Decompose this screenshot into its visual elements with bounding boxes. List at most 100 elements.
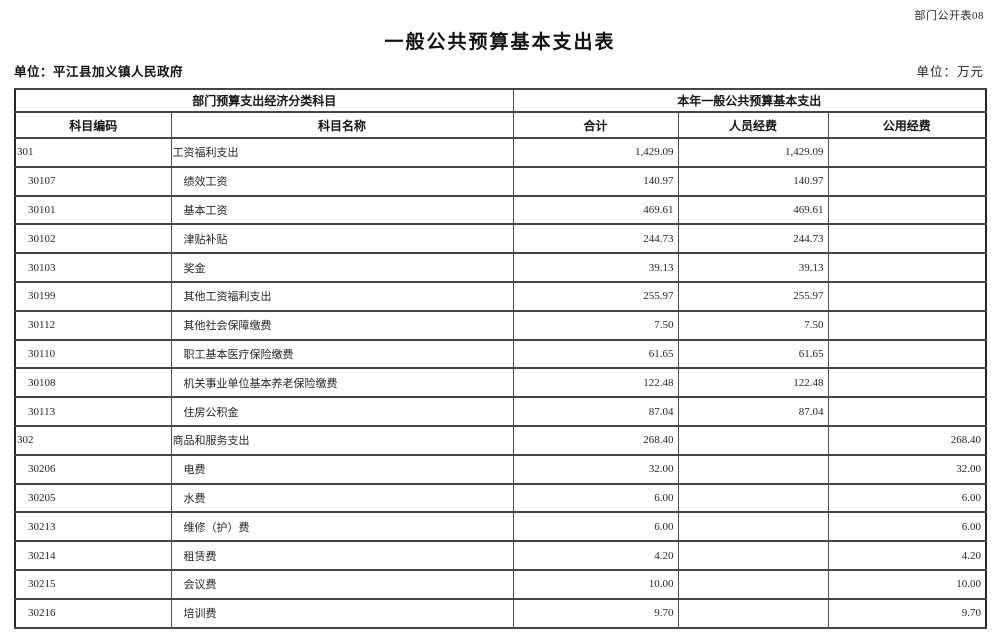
cell-public-expense [827,223,987,255]
cell-subject-name: 其他工资福利支出 [170,280,514,312]
cell-subject-name: 其他社会保障缴费 [170,309,514,341]
cell-subject-name: 奖金 [170,252,514,283]
cell-public-expense [827,338,987,370]
cell-subject-code: 30107 [14,165,172,197]
table-row: 302 商品和服务支出 268.40 268.40 [14,424,987,456]
cell-subject-name: 维修（护）费 [170,511,514,543]
cell-personnel-expense [677,424,829,456]
table-row: 30214 租赁费 4.20 4.20 [14,540,987,571]
cell-total: 87.04 [512,396,679,427]
col-header-personnel: 人员经费 [677,111,829,139]
col-header-subject-name: 科目名称 [170,111,514,139]
table-row: 30216 培训费 9.70 9.70 [14,597,987,629]
cell-total: 9.70 [512,597,679,629]
group-header-current-year-expenditure: 本年一般公共预算基本支出 [512,88,987,113]
cell-personnel-expense: 122.48 [677,367,829,399]
cell-subject-name: 培训费 [170,597,514,629]
cell-subject-name: 电费 [170,453,514,485]
group-header-classification: 部门预算支出经济分类科目 [14,88,514,113]
cell-total: 32.00 [512,453,679,485]
cell-subject-code: 302 [14,424,172,456]
cell-total: 4.20 [512,540,679,571]
cell-subject-name: 职工基本医疗保险缴费 [170,338,514,370]
cell-subject-code: 30113 [14,396,172,427]
cell-total: 6.00 [512,511,679,543]
cell-total: 255.97 [512,280,679,312]
cell-personnel-expense: 255.97 [677,280,829,312]
cell-subject-name: 机关事业单位基本养老保险缴费 [170,367,514,399]
cell-subject-name: 绩效工资 [170,165,514,197]
cell-total: 140.97 [512,165,679,197]
cell-subject-code: 30213 [14,511,172,543]
cell-personnel-expense: 244.73 [677,223,829,255]
cell-subject-code: 30214 [14,540,172,571]
cell-personnel-expense: 39.13 [677,252,829,283]
cell-personnel-expense: 1,429.09 [677,137,829,168]
cell-public-expense: 6.00 [827,511,987,543]
cell-public-expense [827,252,987,283]
cell-total: 469.61 [512,194,679,226]
cell-total: 61.65 [512,338,679,370]
unit-info-row: 单位：平江县加义镇人民政府 单位：万元 [14,61,984,80]
cell-subject-code: 30103 [14,252,172,283]
cell-subject-name: 工资福利支出 [170,137,514,168]
cell-subject-name: 水费 [170,482,514,514]
table-row: 30205 水费 6.00 6.00 [14,482,987,514]
cell-personnel-expense: 61.65 [677,338,829,370]
cell-total: 244.73 [512,223,679,255]
cell-subject-name: 基本工资 [170,194,514,226]
cell-personnel-expense [677,453,829,485]
cell-public-expense [827,194,987,226]
cell-public-expense [827,137,987,168]
col-header-public: 公用经费 [827,111,987,139]
cell-personnel-expense: 469.61 [677,194,829,226]
cell-personnel-expense [677,597,829,629]
cell-public-expense: 6.00 [827,482,987,514]
cell-total: 268.40 [512,424,679,456]
table-row: 30108 机关事业单位基本养老保险缴费 122.48 122.48 [14,367,987,399]
cell-subject-code: 30205 [14,482,172,514]
cell-total: 6.00 [512,482,679,514]
cell-subject-name: 商品和服务支出 [170,424,514,456]
cell-subject-code: 30108 [14,367,172,399]
table-row: 30103 奖金 39.13 39.13 [14,252,987,283]
cell-public-expense: 9.70 [827,597,987,629]
unit-currency-label: 单位：万元 [916,65,984,79]
table-row: 30213 维修（护）费 6.00 6.00 [14,511,987,543]
table-row: 30107 绩效工资 140.97 140.97 [14,165,987,197]
cell-subject-code: 301 [14,137,172,168]
col-header-total: 合计 [512,111,679,139]
cell-personnel-expense [677,568,829,600]
table-row: 30206 电费 32.00 32.00 [14,453,987,485]
table-row: 30102 津贴补贴 244.73 244.73 [14,223,987,255]
cell-subject-code: 30101 [14,194,172,226]
cell-subject-code: 30102 [14,223,172,255]
cell-subject-code: 30206 [14,453,172,485]
cell-public-expense [827,165,987,197]
table-body: 301 工资福利支出 1,429.09 1,429.09 30107 绩效工资 140.97… [14,137,987,629]
cell-subject-name: 租赁费 [170,540,514,571]
cell-total: 7.50 [512,309,679,341]
cell-subject-name: 津贴补贴 [170,223,514,255]
cell-public-expense [827,280,987,312]
budget-table: 部门预算支出经济分类科目 本年一般公共预算基本支出 科目编码 科目名称 合计 人… [14,88,988,629]
cell-public-expense: 32.00 [827,453,987,485]
cell-total: 122.48 [512,367,679,399]
table-row: 30215 会议费 10.00 10.00 [14,568,987,600]
cell-subject-name: 住房公积金 [170,396,514,427]
cell-public-expense [827,309,987,341]
table-row: 30199 其他工资福利支出 255.97 255.97 [14,280,987,312]
cell-subject-name: 会议费 [170,568,514,600]
cell-personnel-expense: 7.50 [677,309,829,341]
form-number-label: 部门公开表08 [914,10,984,22]
cell-total: 1,429.09 [512,137,679,168]
cell-subject-code: 30216 [14,597,172,629]
cell-subject-code: 30199 [14,280,172,312]
unit-name-label: 单位：平江县加义镇人民政府 [14,65,184,79]
cell-subject-code: 30110 [14,338,172,370]
table-row: 301 工资福利支出 1,429.09 1,429.09 [14,137,987,168]
cell-total: 10.00 [512,568,679,600]
table-row: 30113 住房公积金 87.04 87.04 [14,396,987,427]
cell-public-expense [827,367,987,399]
